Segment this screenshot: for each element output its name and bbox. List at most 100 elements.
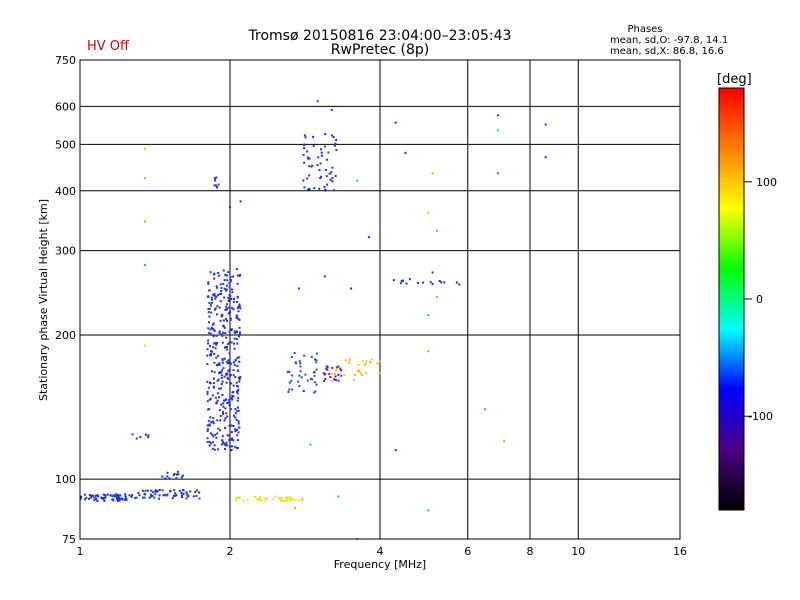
echo-point	[222, 367, 225, 370]
echo-point	[210, 326, 213, 329]
echo-point	[194, 491, 197, 494]
echo-point	[360, 373, 363, 376]
echo-point	[214, 307, 217, 310]
echo-point	[208, 408, 211, 411]
echo-point	[297, 380, 300, 383]
echo-point	[206, 380, 209, 383]
echo-point	[236, 392, 239, 395]
echo-point	[144, 489, 147, 492]
echo-point	[215, 343, 218, 346]
echo-point	[225, 348, 228, 351]
echo-point	[362, 360, 364, 363]
echo-point	[215, 313, 218, 316]
echo-point	[236, 364, 239, 367]
echo-point	[207, 281, 210, 284]
echo-point	[238, 356, 241, 359]
echo-point	[211, 420, 214, 423]
echo-point	[440, 281, 443, 284]
echo-point	[229, 311, 231, 313]
echo-point	[237, 422, 240, 425]
echo-point	[427, 509, 430, 512]
echo-point	[323, 145, 326, 148]
echo-point	[211, 394, 214, 397]
echo-point	[217, 378, 220, 381]
echo-point	[214, 179, 217, 182]
echo-point	[318, 187, 321, 190]
echo-point	[207, 419, 210, 422]
echo-point	[313, 374, 316, 377]
echo-point	[225, 412, 228, 415]
echo-point	[331, 180, 334, 183]
echo-point	[230, 341, 233, 344]
echo-point	[435, 296, 438, 298]
y-tick-label: 75	[62, 533, 76, 546]
echo-point	[225, 441, 228, 444]
echo-point	[224, 332, 227, 334]
echo-point	[128, 494, 131, 497]
echo-point	[336, 367, 338, 370]
echo-point	[222, 325, 225, 328]
echo-point	[238, 378, 241, 381]
echo-point	[224, 407, 227, 410]
echo-point	[230, 449, 233, 451]
echo-point	[226, 402, 229, 404]
echo-point	[100, 497, 103, 500]
echo-point	[209, 328, 212, 331]
echo-point	[238, 305, 241, 308]
echo-point	[221, 440, 224, 443]
echo-point	[213, 184, 216, 187]
echo-point	[233, 347, 236, 350]
echo-point	[227, 377, 230, 380]
x-tick-label: 1	[77, 545, 84, 558]
echo-point	[219, 283, 222, 286]
echo-point	[333, 378, 336, 381]
echo-point	[209, 381, 211, 384]
echo-point	[319, 177, 322, 180]
echo-point	[232, 300, 235, 303]
echo-point	[230, 424, 233, 427]
echo-point	[332, 135, 335, 138]
x-tick-label: 8	[527, 545, 534, 558]
y-tick-label: 400	[55, 185, 76, 198]
echo-point	[307, 157, 310, 160]
echo-point	[303, 134, 306, 137]
echo-point	[429, 281, 432, 284]
echo-point	[96, 494, 99, 497]
echo-point	[213, 352, 216, 355]
echo-point	[239, 307, 242, 310]
echo-point	[213, 272, 216, 275]
echo-point	[431, 271, 434, 274]
echo-point	[207, 311, 210, 314]
echo-point	[221, 369, 224, 372]
echo-point	[212, 435, 215, 438]
echo-point	[297, 499, 300, 502]
echo-point	[208, 398, 211, 401]
echo-point	[236, 295, 239, 298]
echo-point	[221, 435, 224, 438]
echo-point	[280, 496, 283, 499]
echo-point	[301, 499, 304, 502]
echo-point	[173, 473, 176, 475]
echo-point	[239, 331, 241, 334]
echo-point	[335, 149, 338, 152]
echo-point	[216, 392, 219, 395]
echo-point	[323, 275, 326, 278]
echo-point	[219, 415, 222, 417]
echo-point	[394, 121, 397, 124]
echo-point	[231, 445, 233, 448]
echo-point	[214, 433, 217, 436]
echo-point	[227, 369, 230, 372]
echo-point	[93, 499, 96, 502]
echo-point	[230, 362, 233, 365]
echo-point	[214, 184, 217, 187]
echo-point	[288, 388, 291, 391]
echo-point	[189, 490, 192, 493]
echo-point	[115, 495, 118, 498]
echo-point	[236, 307, 239, 310]
echo-point	[221, 443, 223, 446]
echo-point	[213, 292, 216, 295]
echo-point	[210, 296, 213, 299]
echo-point	[333, 189, 336, 192]
echo-point	[222, 319, 225, 322]
echo-point	[236, 369, 239, 372]
